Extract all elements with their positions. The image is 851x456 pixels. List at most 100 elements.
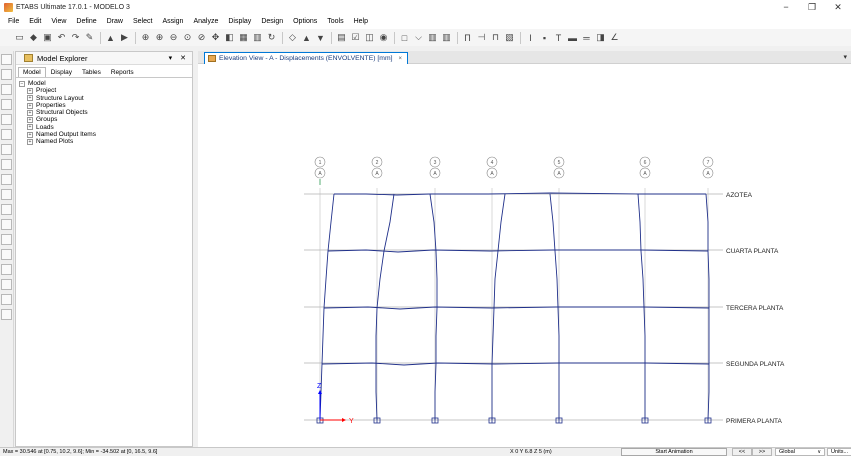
move-down-icon[interactable]: ▼	[316, 32, 325, 43]
menu-design[interactable]: Design	[261, 18, 284, 25]
menu-view[interactable]: View	[51, 18, 67, 25]
start-animation-button[interactable]: Start Animation	[621, 448, 727, 456]
menu-draw[interactable]: Draw	[106, 18, 123, 25]
minimize-button[interactable]: −	[783, 2, 789, 12]
extrude-icon[interactable]: ◫	[365, 32, 374, 42]
tab-elevation-view[interactable]: Elevation View - A - Displacements (ENVO…	[204, 52, 409, 64]
tree-node-project[interactable]: + Project	[19, 87, 192, 94]
move-up-icon[interactable]: ▲	[302, 32, 311, 43]
draw-frame-icon[interactable]: ⊣	[477, 32, 486, 42]
tree-node-named-output-items[interactable]: + Named Output Items	[19, 131, 192, 138]
perspective-icon[interactable]: ◇	[289, 32, 296, 42]
pin-icon[interactable]: ▾	[168, 55, 173, 62]
chevron-down-icon[interactable]: ∨	[817, 449, 821, 455]
menu-help[interactable]: Help	[353, 18, 368, 25]
snap-tool-icon[interactable]	[1, 309, 12, 320]
tree-node-loads[interactable]: + Loads	[19, 124, 192, 131]
draw-column-icon[interactable]: T	[555, 32, 562, 43]
menu-tools[interactable]: Tools	[327, 18, 344, 25]
menu-file[interactable]: File	[8, 18, 20, 25]
tab-tables[interactable]: Tables	[82, 69, 101, 76]
3d-view-icon[interactable]: ◧	[225, 32, 234, 42]
pointer-icon[interactable]	[1, 54, 12, 65]
coordinate-system-select[interactable]: Global ∨	[775, 448, 825, 456]
plan-view-icon[interactable]: ▦	[239, 32, 248, 42]
section-cut-icon[interactable]: ⌵	[415, 32, 422, 42]
draw-line-icon[interactable]: ▧	[505, 32, 514, 42]
tab-close-icon[interactable]: ×	[398, 55, 403, 62]
menu-display[interactable]: Display	[228, 18, 252, 25]
set-display-icon[interactable]: ▤	[337, 32, 346, 42]
tree-node-properties[interactable]: + Properties	[19, 102, 192, 109]
draw-grid-tool-icon[interactable]	[1, 234, 12, 245]
draw-slab-icon[interactable]: ◨	[596, 32, 605, 42]
tree-node-groups[interactable]: + Groups	[19, 116, 192, 123]
expand-icon[interactable]: +	[27, 95, 33, 102]
draw-link-tool-icon[interactable]	[1, 249, 12, 260]
undo-icon[interactable]: ↶	[57, 32, 66, 42]
draw-beam-tool-icon[interactable]	[1, 129, 12, 140]
draw-slab-tool-icon[interactable]	[1, 189, 12, 200]
expand-icon[interactable]: +	[27, 87, 33, 94]
next-button[interactable]: >>	[752, 448, 772, 456]
expand-icon[interactable]: +	[27, 102, 33, 109]
previous-button[interactable]: <<	[732, 448, 752, 456]
object-fill-icon[interactable]: ◉	[379, 32, 388, 42]
units-button[interactable]: Units...	[827, 448, 851, 456]
expand-icon[interactable]: +	[27, 131, 33, 138]
lock-icon[interactable]: ▲	[106, 32, 115, 43]
elevation-view-window[interactable]: Elevation View - A - Displacements (ENVO…	[198, 51, 851, 447]
rotate-icon[interactable]: ↻	[267, 32, 276, 42]
draw-link-icon[interactable]: ═	[583, 32, 590, 43]
menu-assign[interactable]: Assign	[162, 18, 184, 25]
zoom-out-icon[interactable]: ⊖	[169, 32, 178, 42]
view-menu-icon[interactable]: ▾	[843, 54, 847, 61]
cross-tool-icon[interactable]	[1, 144, 12, 155]
assign-icon[interactable]: Π	[464, 32, 471, 43]
redo-icon[interactable]: ↷	[71, 32, 80, 42]
expand-icon[interactable]: +	[27, 109, 33, 116]
zoom-window-icon[interactable]: ⊕	[141, 32, 150, 42]
menu-options[interactable]: Options	[293, 18, 318, 25]
elevation-view-icon[interactable]: ▥	[253, 32, 262, 42]
collapse-icon[interactable]: −	[19, 80, 25, 87]
save-icon[interactable]: ▣	[43, 32, 52, 42]
zoom-previous-icon[interactable]: ⊘	[197, 32, 206, 42]
draw-spring-tool-icon[interactable]	[1, 294, 12, 305]
zoom-in-icon[interactable]: ⊕	[155, 32, 164, 42]
menu-select[interactable]: Select	[132, 18, 153, 25]
shrink-icon[interactable]: ☑	[351, 32, 360, 42]
elevation-drawing[interactable]: 1 A 2 A 3 A 4 A	[198, 64, 851, 447]
tree-node-model[interactable]: − Model	[19, 80, 192, 87]
tab-reports[interactable]: Reports	[110, 69, 134, 76]
draw-column-tool-icon[interactable]	[1, 114, 12, 125]
draw-area-icon[interactable]: ⊓	[491, 32, 500, 42]
edit-pencil-icon[interactable]: ✎	[85, 32, 94, 42]
run-analysis-icon[interactable]: ▶	[121, 32, 128, 42]
tree-node-named-plots[interactable]: + Named Plots	[19, 138, 192, 145]
tree-node-structural-objects[interactable]: + Structural Objects	[19, 109, 192, 116]
reshape-icon[interactable]	[1, 69, 12, 80]
draw-brace-tool-icon[interactable]	[1, 99, 12, 110]
deformed-shape-icon[interactable]: ▥	[428, 32, 437, 42]
tab-display[interactable]: Display	[50, 69, 73, 76]
menu-define[interactable]: Define	[76, 18, 97, 25]
pan-icon[interactable]: ✥	[211, 32, 220, 42]
menu-analyze[interactable]: Analyze	[193, 18, 219, 25]
frame-forces-icon[interactable]: ▥	[442, 32, 451, 42]
wireframe-icon[interactable]: □	[401, 32, 408, 43]
draw-ramp-tool-icon[interactable]	[1, 279, 12, 290]
draw-dimension-icon[interactable]: ∠	[610, 32, 619, 42]
draw-wall-icon[interactable]: I	[529, 32, 532, 43]
draw-rectangle-tool-icon[interactable]	[1, 174, 12, 185]
tree-node-structure-layout[interactable]: + Structure Layout	[19, 95, 192, 102]
zoom-fit-icon[interactable]: ⊙	[183, 32, 192, 42]
draw-opening-tool-icon[interactable]	[1, 219, 12, 230]
close-button[interactable]: ✕	[834, 2, 842, 12]
menu-edit[interactable]: Edit	[29, 18, 42, 25]
new-model-icon[interactable]: ▭	[15, 32, 24, 42]
draw-mesh-tool-icon[interactable]	[1, 264, 12, 275]
open-icon[interactable]: ◆	[30, 32, 37, 42]
expand-icon[interactable]: +	[27, 117, 33, 124]
draw-line-tool-icon[interactable]	[1, 84, 12, 95]
